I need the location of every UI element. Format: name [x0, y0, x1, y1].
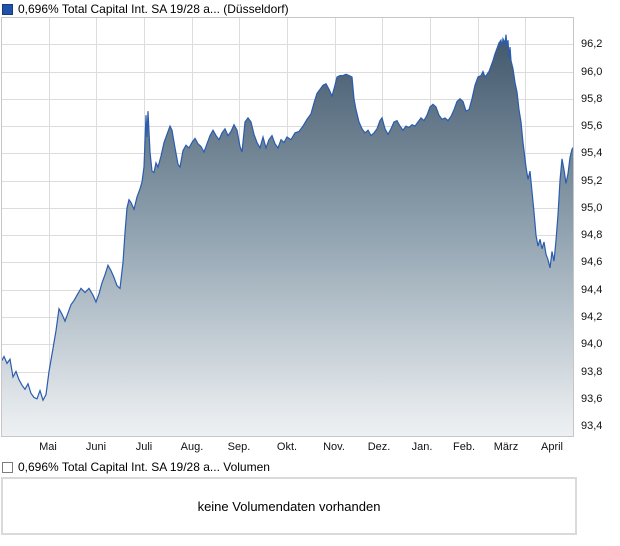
x-tick-label: Mai — [39, 441, 57, 453]
x-tick-label: Juli — [135, 441, 153, 453]
y-tick-label: 94,8 — [581, 229, 603, 242]
x-tick-label: April — [540, 441, 564, 453]
x-tick-label: Aug. — [180, 441, 204, 453]
y-tick-label: 93,6 — [581, 392, 603, 405]
x-tick-label: Dez. — [367, 441, 391, 453]
x-tick-label: März — [493, 441, 519, 453]
price-line — [1, 34, 574, 402]
legend-color-swatch — [2, 3, 13, 15]
x-tick-label: Juni — [85, 441, 107, 453]
y-tick-label: 95,2 — [581, 174, 603, 187]
price-chart-legend: 0,696% Total Capital Int. SA 19/28 a... … — [2, 2, 289, 16]
y-tick-label: 95,0 — [581, 201, 603, 214]
x-tick-label: Feb. — [452, 441, 476, 453]
y-tick-label: 96,0 — [581, 65, 603, 78]
x-tick-label: Sep. — [227, 441, 251, 453]
volume-legend-swatch — [2, 461, 13, 473]
volume-legend: 0,696% Total Capital Int. SA 19/28 a... … — [2, 460, 270, 474]
y-tick-label: 93,8 — [581, 365, 603, 378]
x-tick-label: Jan. — [411, 441, 433, 453]
y-tick-label: 95,8 — [581, 92, 603, 105]
price-area — [1, 34, 574, 437]
y-tick-label: 93,4 — [581, 420, 603, 433]
price-chart-title: 0,696% Total Capital Int. SA 19/28 a... … — [18, 2, 289, 16]
y-tick-label: 95,4 — [581, 147, 603, 160]
y-tick-label: 96,2 — [581, 38, 603, 51]
y-tick-label: 94,2 — [581, 311, 603, 323]
y-tick-label: 95,6 — [581, 120, 603, 133]
no-volume-message: keine Volumendaten vorhanden — [197, 498, 381, 514]
volume-chart-title: 0,696% Total Capital Int. SA 19/28 a... … — [18, 460, 270, 474]
y-tick-label: 94,6 — [581, 256, 603, 269]
volume-panel: keine Volumendaten vorhanden — [1, 477, 577, 535]
y-tick-label: 94,0 — [581, 338, 603, 351]
x-tick-label: Nov. — [323, 441, 345, 453]
x-tick-label: Okt. — [276, 441, 298, 453]
chart-border — [1, 17, 574, 437]
price-chart-plot-area[interactable] — [1, 17, 574, 437]
y-tick-label: 94,4 — [581, 283, 603, 296]
price-chart[interactable] — [1, 17, 574, 437]
